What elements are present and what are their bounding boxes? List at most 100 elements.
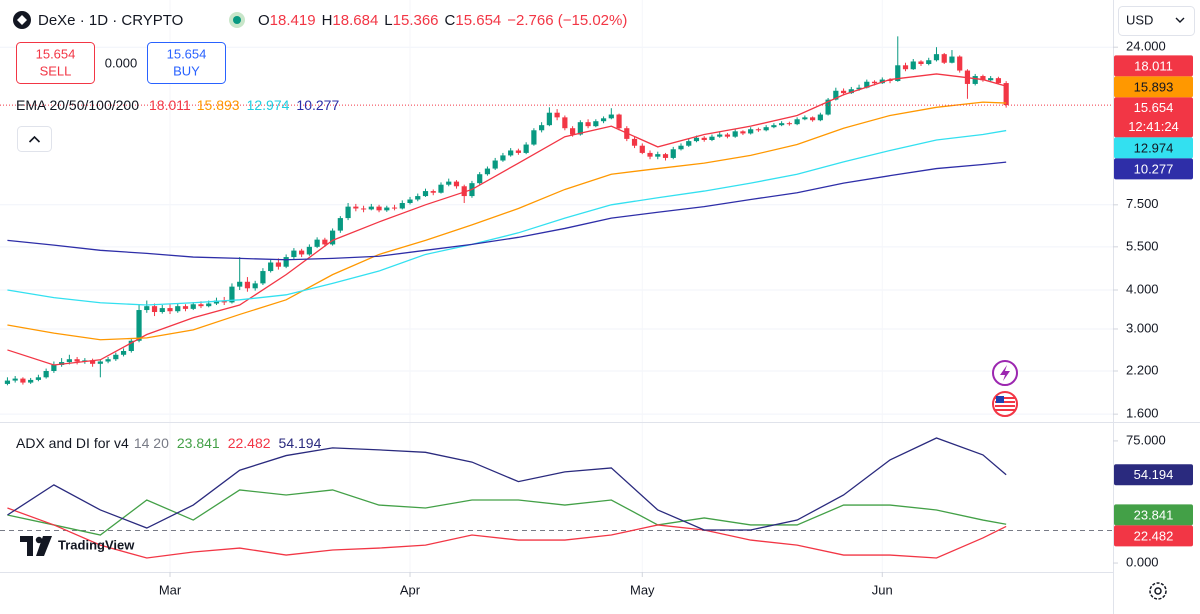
candle-body xyxy=(941,54,947,63)
market-status-dot xyxy=(233,16,241,24)
event-icons[interactable] xyxy=(992,360,1018,417)
candle-body xyxy=(933,54,940,61)
flag-stripes xyxy=(995,397,1015,411)
collapse-chevron xyxy=(28,135,41,143)
candle-body xyxy=(631,138,638,146)
candle-body xyxy=(515,150,522,153)
candle-body xyxy=(213,300,220,304)
candle-body xyxy=(51,364,57,372)
price-badge xyxy=(1114,55,1193,77)
candle-body xyxy=(477,174,483,184)
settings-gear[interactable] xyxy=(1149,582,1167,600)
candle-body xyxy=(988,78,994,81)
ema-legend-value: 18.011 xyxy=(149,97,191,113)
buy-button[interactable]: 15.654 BUY xyxy=(147,42,226,84)
candle-body xyxy=(531,130,537,145)
price-badge xyxy=(1114,158,1193,180)
x-tick-label: Jun xyxy=(872,582,893,597)
candle-body xyxy=(693,137,700,142)
settings-button[interactable] xyxy=(1149,582,1167,600)
symbol-icon-mark xyxy=(17,15,27,25)
buy-price: 15.654 xyxy=(167,46,207,61)
logo-mark xyxy=(20,536,33,556)
candle-body xyxy=(446,181,452,185)
candle-body xyxy=(864,81,870,88)
candle-body xyxy=(206,303,212,307)
watermark-text: TradingView xyxy=(58,537,135,552)
candle-body xyxy=(972,76,978,84)
price-badge-text: 18.011 xyxy=(1134,58,1173,73)
price-badge-text: 12.974 xyxy=(1134,140,1174,155)
adx-legend-value: 54.194 xyxy=(279,435,322,451)
price-badge-text: 15.654 xyxy=(1134,100,1174,115)
candle-body xyxy=(508,150,514,156)
candle-body xyxy=(329,230,336,245)
candle-body xyxy=(887,79,893,82)
adx-legend-title: ADX and DI for v4 xyxy=(16,435,129,451)
candle-body xyxy=(910,61,916,70)
candle-body xyxy=(748,129,754,134)
collapse-box[interactable] xyxy=(17,126,52,152)
candle-body xyxy=(252,283,258,289)
ema-legend-title: EMA 20/50/100/200 xyxy=(16,97,139,113)
candle-body xyxy=(268,262,274,272)
candle-body xyxy=(848,89,854,94)
candle-body xyxy=(453,181,460,187)
candle-body xyxy=(755,129,762,131)
candle-body xyxy=(105,359,111,362)
ema-line xyxy=(7,73,1007,366)
logo-dot xyxy=(35,536,43,544)
candle-body xyxy=(399,203,405,209)
candle-body xyxy=(600,118,607,122)
sell-button[interactable]: 15.654 SELL xyxy=(16,42,95,84)
candle-body xyxy=(43,371,49,378)
collapse-button[interactable] xyxy=(17,126,52,152)
indicator-line xyxy=(7,507,1007,559)
y-tick-label: 5.500 xyxy=(1126,238,1159,253)
flag-icon[interactable] xyxy=(992,391,1018,417)
buy-box[interactable] xyxy=(147,42,226,84)
price-badge-countdown: 12:41:24 xyxy=(1128,119,1179,134)
candle-body xyxy=(113,354,119,360)
candle-body xyxy=(949,56,955,63)
candle-body xyxy=(546,112,552,126)
candle-body xyxy=(159,308,165,313)
candle-body xyxy=(461,186,467,197)
ema-legend-value: 12.974 xyxy=(247,97,290,113)
candle-body xyxy=(577,122,583,135)
ohlc-value: 18.684 xyxy=(332,12,378,29)
candle-body xyxy=(539,125,545,131)
currency-selector[interactable]: USD xyxy=(1118,6,1195,36)
price-badge xyxy=(1114,76,1193,98)
candle-body xyxy=(856,87,862,90)
candle-body xyxy=(322,239,328,245)
candle-body xyxy=(74,359,80,362)
price-change: −2.766 (−15.02%) xyxy=(507,12,627,29)
candle-body xyxy=(66,359,72,363)
ohlc-value: 15.366 xyxy=(393,12,439,29)
symbol-title: DeXe · 1D · CRYPTO xyxy=(38,12,183,29)
logo-mark xyxy=(36,536,52,556)
candle-body xyxy=(717,134,723,137)
candle-body xyxy=(840,90,847,94)
candle-body xyxy=(120,350,127,355)
symbol-header: DeXe · 1D · CRYPTO O18.419 H18.684 L15.366… xyxy=(13,11,627,29)
candle-body xyxy=(523,144,529,153)
price-badge xyxy=(1114,137,1193,159)
candle-body xyxy=(662,154,669,158)
candle-body xyxy=(306,246,312,255)
axis-layer: 1.600 2.200 3.000 4.000 5.500 7.500 24.000 Mar A… xyxy=(159,39,1166,598)
buy-label: BUY xyxy=(173,63,200,78)
candle-body xyxy=(562,117,568,129)
currency-box[interactable] xyxy=(1118,6,1195,36)
candle-body xyxy=(438,184,444,193)
price-badge-text: 15.893 xyxy=(1134,79,1174,94)
candle-body xyxy=(337,218,343,231)
candle-body xyxy=(384,207,390,211)
candle-body xyxy=(779,123,785,126)
candle-body xyxy=(732,131,738,137)
sell-box[interactable] xyxy=(16,42,95,84)
candle-body xyxy=(144,306,150,311)
